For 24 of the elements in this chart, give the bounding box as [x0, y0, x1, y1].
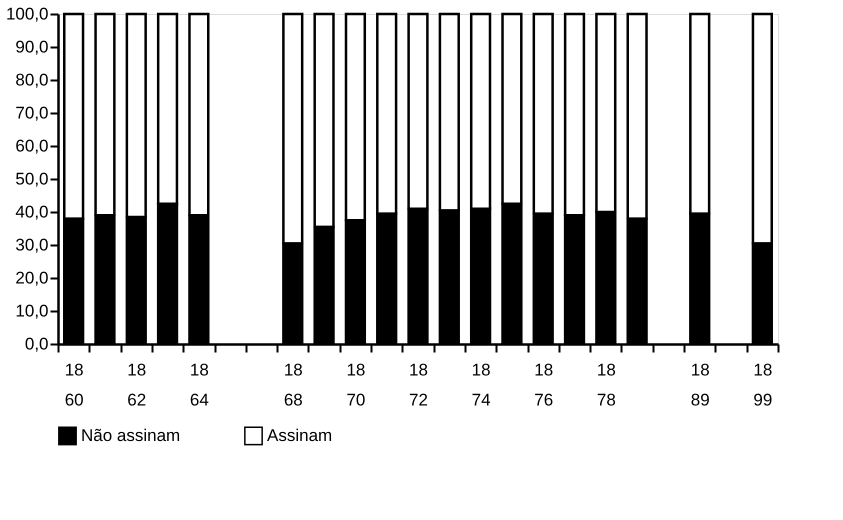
x-tick-label: 1870: [346, 360, 366, 410]
y-tick-label: 80,0: [15, 70, 48, 90]
y-tick-label: 10,0: [15, 302, 48, 320]
legend-label: Não assinam: [81, 426, 180, 445]
x-tick-label: 1868: [284, 360, 303, 410]
x-tick-label: 1899: [753, 360, 772, 410]
x-tick-label: 1874: [472, 360, 491, 410]
x-tick-label: 1860: [64, 360, 84, 410]
y-tick-label: 90,0: [15, 38, 48, 56]
y-tick-label: 30,0: [15, 236, 48, 254]
y-tick-label: 40,0: [15, 202, 48, 222]
x-tick-label: 1872: [409, 360, 428, 410]
x-tick-label: 1878: [596, 360, 616, 410]
x-tick-label: 1876: [534, 360, 554, 410]
legend-label: Assinam: [267, 426, 332, 445]
y-tick-label: 60,0: [15, 136, 48, 156]
y-tick-label: 70,0: [15, 104, 48, 122]
y-tick-label: 0,0: [24, 334, 48, 354]
y-tick-label: 50,0: [15, 170, 48, 188]
y-tick-label: 100,0: [6, 4, 48, 24]
y-tick-label: 20,0: [15, 268, 48, 288]
x-tick-label: 1864: [190, 360, 209, 410]
x-tick-label: 1889: [690, 360, 710, 410]
x-tick-label: 1862: [127, 360, 146, 410]
